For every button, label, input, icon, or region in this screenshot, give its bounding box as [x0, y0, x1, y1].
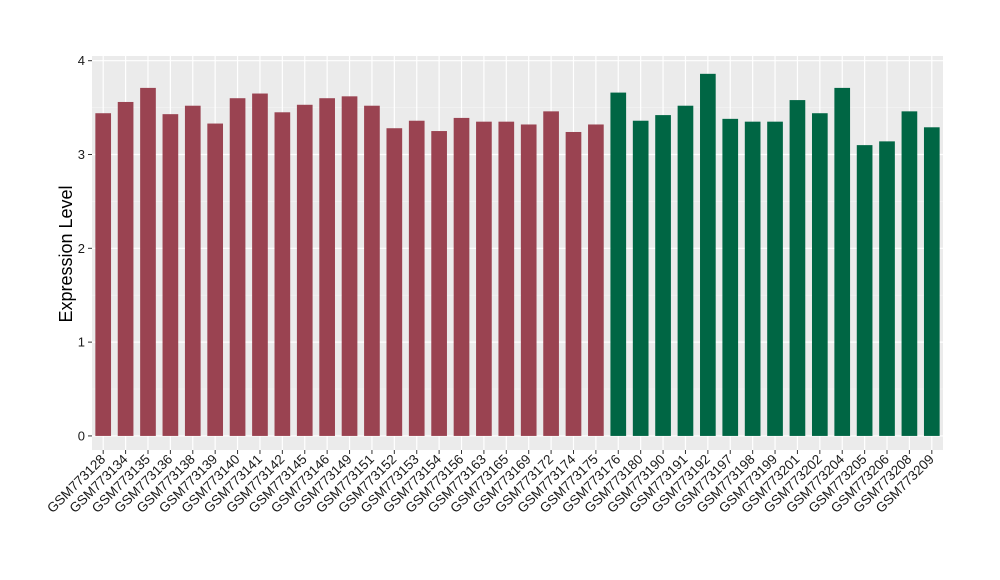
bar-GSM773172 — [543, 111, 559, 436]
bar-GSM773156 — [453, 117, 470, 436]
bar-GSM773165 — [498, 121, 515, 436]
bar-GSM773198 — [744, 121, 761, 436]
bar-GSM773142 — [274, 112, 291, 436]
bar-GSM773151 — [364, 105, 380, 436]
bar-GSM773201 — [789, 100, 806, 436]
bar-GSM773209 — [923, 127, 940, 436]
bar-GSM773149 — [341, 96, 358, 436]
y-axis: 0 1 2 3 4 — [78, 53, 92, 443]
bar-GSM773140 — [229, 98, 246, 436]
bar-GSM773152 — [386, 128, 403, 436]
y-tick-label: 1 — [78, 335, 85, 350]
bar-GSM773134 — [117, 101, 134, 436]
bar-GSM773192 — [700, 73, 716, 436]
y-tick-label: 0 — [78, 428, 85, 443]
bar-GSM773175 — [588, 124, 604, 436]
y-axis-title: Expression Level — [56, 185, 76, 322]
bar-GSM773169 — [520, 124, 537, 436]
y-tick-label: 3 — [78, 147, 85, 162]
bar-GSM773206 — [879, 141, 895, 436]
bar-GSM773174 — [565, 131, 582, 436]
bar-GSM773163 — [476, 121, 492, 436]
bar-GSM773176 — [610, 92, 627, 436]
bar-GSM773154 — [431, 131, 447, 436]
x-axis: GSM773128GSM773134GSM773135GSM773136GSM7… — [44, 450, 937, 516]
bar-GSM773153 — [408, 120, 425, 436]
bar-GSM773138 — [184, 105, 201, 436]
bar-GSM773136 — [162, 114, 179, 436]
bar-GSM773202 — [811, 113, 828, 436]
bar-GSM773139 — [207, 123, 224, 436]
bar-GSM773141 — [252, 93, 268, 436]
y-tick-label: 4 — [78, 53, 85, 68]
bar-GSM773199 — [767, 121, 783, 436]
bar-GSM773197 — [722, 118, 739, 436]
bar-GSM773135 — [140, 87, 156, 436]
bar-GSM773145 — [296, 104, 313, 436]
bar-GSM773190 — [655, 115, 671, 436]
bar-GSM773191 — [677, 105, 694, 436]
bar-GSM773128 — [95, 113, 112, 436]
bar-GSM773205 — [856, 145, 873, 436]
bars — [95, 73, 940, 436]
bar-GSM773208 — [901, 111, 918, 436]
bar-GSM773146 — [319, 98, 335, 436]
bar-GSM773180 — [632, 120, 649, 436]
bar-GSM773204 — [834, 87, 851, 436]
y-tick-label: 2 — [78, 241, 85, 256]
